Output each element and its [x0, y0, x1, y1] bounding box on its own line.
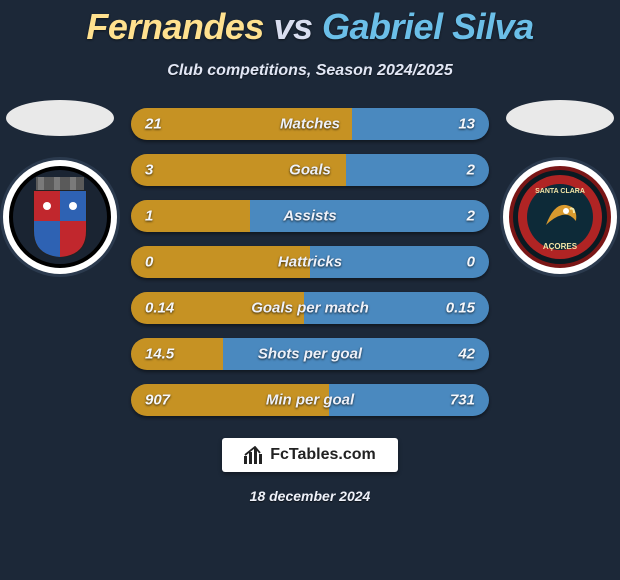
comparison-title: Fernandes vs Gabriel Silva: [0, 0, 620, 48]
player2-club-badge: SANTA CLARA AÇORES: [509, 166, 611, 268]
footer-date: 18 december 2024: [250, 488, 371, 504]
stat-bar: 21 13 Matches: [131, 108, 489, 140]
stat-label: Matches: [280, 116, 340, 133]
stat-label: Assists: [283, 208, 336, 225]
stat-value-left: 21: [145, 116, 162, 133]
stat-bar: 907 731 Min per goal: [131, 384, 489, 416]
fctables-logo: FcTables.com: [222, 438, 398, 472]
footer: FcTables.com 18 december 2024: [0, 438, 620, 504]
stat-value-right: 0: [467, 254, 475, 271]
stat-value-right: 2: [467, 208, 475, 225]
player1-flag: [6, 100, 114, 136]
stat-value-right: 0.15: [446, 300, 475, 317]
vs-text: vs: [273, 6, 312, 47]
player1-name: Fernandes: [86, 6, 264, 47]
braga-crest-icon: [28, 177, 92, 257]
stat-value-left: 0: [145, 254, 153, 271]
svg-text:AÇORES: AÇORES: [543, 242, 578, 251]
stat-value-left: 907: [145, 392, 170, 409]
stat-bar: 1 2 Assists: [131, 200, 489, 232]
svg-text:SANTA CLARA: SANTA CLARA: [535, 188, 585, 195]
player1-side: [0, 104, 120, 268]
chart-icon: [244, 446, 264, 464]
stat-value-right: 13: [458, 116, 475, 133]
stat-value-left: 1: [145, 208, 153, 225]
stat-bar: 3 2 Goals: [131, 154, 489, 186]
stat-label: Shots per goal: [258, 346, 362, 363]
stat-label: Goals: [289, 162, 331, 179]
comparison-arena: SANTA CLARA AÇORES 21 13 Matches 3 2 Goals 1 2 A…: [0, 104, 620, 416]
stat-value-right: 731: [450, 392, 475, 409]
stat-bars: 21 13 Matches 3 2 Goals 1 2 Assists 0 0 Hattricks 0.…: [131, 104, 489, 416]
stat-value-right: 42: [458, 346, 475, 363]
player2-name: Gabriel Silva: [322, 6, 534, 47]
stat-bar: 0.14 0.15 Goals per match: [131, 292, 489, 324]
player1-club-badge: [9, 166, 111, 268]
stat-value-left: 0.14: [145, 300, 174, 317]
logo-text: FcTables.com: [270, 446, 376, 464]
stat-value-right: 2: [467, 162, 475, 179]
player2-flag: [506, 100, 614, 136]
competition-subtitle: Club competitions, Season 2024/2025: [0, 62, 620, 80]
stat-bar: 14.5 42 Shots per goal: [131, 338, 489, 370]
player2-side: SANTA CLARA AÇORES: [500, 104, 620, 268]
stat-label: Goals per match: [251, 300, 369, 317]
stat-value-left: 14.5: [145, 346, 174, 363]
stat-value-left: 3: [145, 162, 153, 179]
santa-clara-crest-icon: SANTA CLARA AÇORES: [516, 173, 604, 261]
stat-label: Hattricks: [278, 254, 342, 271]
stat-label: Min per goal: [266, 392, 354, 409]
stat-bar: 0 0 Hattricks: [131, 246, 489, 278]
